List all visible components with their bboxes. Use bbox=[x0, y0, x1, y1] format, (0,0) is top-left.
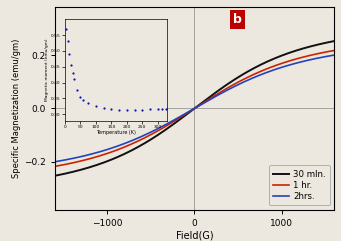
2hrs. bbox=[244, 79, 249, 82]
1 hr. bbox=[176, 118, 180, 120]
2hrs. bbox=[176, 116, 180, 119]
30 mln. bbox=[166, 127, 170, 130]
X-axis label: Field(G): Field(G) bbox=[176, 230, 213, 241]
30 mln. bbox=[276, 56, 280, 59]
30 mln. bbox=[244, 71, 249, 74]
Line: 1 hr.: 1 hr. bbox=[55, 50, 334, 167]
Legend: 30 mln., 1 hr., 2hrs.: 30 mln., 1 hr., 2hrs. bbox=[269, 166, 330, 205]
X-axis label: Temperature (K): Temperature (K) bbox=[96, 130, 136, 135]
Y-axis label: Specific Magnetization (emu/gm): Specific Magnetization (emu/gm) bbox=[12, 39, 21, 178]
Text: b: b bbox=[233, 13, 242, 26]
30 mln. bbox=[81, 168, 85, 171]
2hrs. bbox=[166, 122, 170, 125]
1 hr. bbox=[166, 124, 170, 127]
1 hr. bbox=[81, 159, 85, 162]
Line: 30 mln.: 30 mln. bbox=[55, 41, 334, 176]
1 hr. bbox=[244, 76, 249, 79]
2hrs. bbox=[270, 69, 275, 72]
2hrs. bbox=[53, 160, 57, 163]
1 hr. bbox=[276, 63, 280, 66]
1 hr. bbox=[270, 65, 275, 68]
30 mln. bbox=[332, 40, 336, 42]
1 hr. bbox=[332, 49, 336, 52]
2hrs. bbox=[276, 67, 280, 70]
1 hr. bbox=[53, 165, 57, 168]
Line: 2hrs.: 2hrs. bbox=[55, 55, 334, 162]
2hrs. bbox=[332, 54, 336, 57]
2hrs. bbox=[81, 155, 85, 158]
30 mln. bbox=[270, 58, 275, 61]
30 mln. bbox=[53, 174, 57, 177]
30 mln. bbox=[176, 120, 180, 122]
Y-axis label: Magnetic moment (emu/gm): Magnetic moment (emu/gm) bbox=[45, 39, 49, 101]
